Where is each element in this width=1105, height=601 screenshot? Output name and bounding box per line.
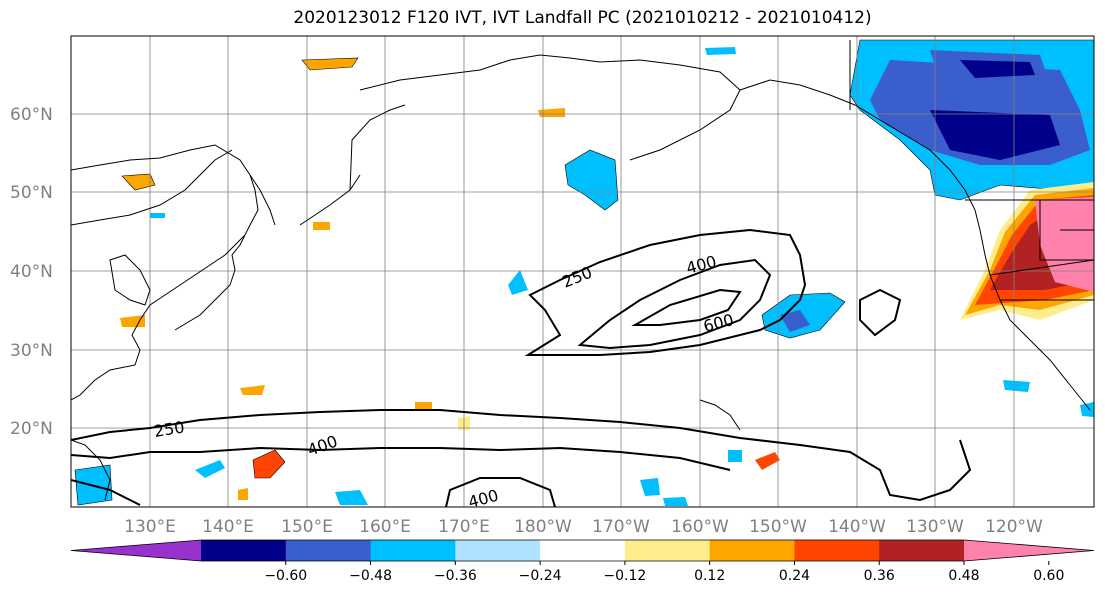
colorbar-segment	[285, 540, 372, 561]
colorbar-segment	[455, 540, 541, 561]
lon-label: 170°E	[438, 517, 490, 537]
lon-label: 130°W	[906, 517, 964, 537]
colorbar	[70, 539, 1095, 562]
colorbar-tick-label: −0.60	[264, 568, 307, 584]
map-panel: 250 400 600 250 400 400	[71, 36, 1094, 512]
lat-label: 30°N	[10, 341, 53, 361]
colorbar-tick-label: 0.12	[694, 568, 725, 584]
negative-pc-regions	[74, 39, 1094, 506]
colorbar-tick-label: −0.12	[603, 568, 646, 584]
lat-label: 20°N	[10, 419, 53, 439]
lon-label: 150°W	[749, 517, 807, 537]
colorbar-outline	[70, 539, 1095, 562]
lon-label: 120°W	[985, 517, 1043, 537]
longitude-labels: 130°E 140°E 150°E 160°E 170°E 180°W 170°…	[124, 517, 1043, 537]
colorbar-extend-high	[964, 540, 1094, 561]
colorbar-segment	[540, 540, 626, 561]
colorbar-tick-label: 0.36	[864, 568, 895, 584]
graticule	[71, 36, 1094, 507]
contour-label: 250	[153, 417, 186, 441]
colorbar-tick-label: 0.60	[1033, 568, 1064, 584]
ivt-contours	[71, 228, 972, 507]
colorbar-tick-label: −0.36	[434, 568, 477, 584]
colorbar-segment	[879, 540, 965, 561]
colorbar-ticks: −0.60 −0.48 −0.36 −0.24 −0.12 0.12 0.24 0.36 0.4…	[264, 561, 1064, 584]
colorbar-segment	[709, 540, 795, 561]
colorbar-segment	[794, 540, 880, 561]
lat-label: 40°N	[10, 262, 53, 282]
coastlines	[71, 40, 1094, 501]
lat-label: 60°N	[10, 105, 53, 125]
colorbar-segment	[624, 540, 711, 561]
colorbar-tick-label: −0.48	[349, 568, 392, 584]
lon-label: 150°E	[281, 517, 333, 537]
map-frame	[70, 35, 1095, 508]
colorbar-segment	[370, 540, 456, 561]
colorbar-tick-label: 0.24	[779, 568, 810, 584]
colorbar-tick-label: −0.24	[519, 568, 562, 584]
lat-label: 50°N	[10, 183, 53, 203]
colorbar-segment	[201, 540, 287, 561]
positive-pc-regions	[120, 57, 1094, 500]
contour-label: 400	[466, 486, 500, 512]
latitude-labels: 60°N 50°N 40°N 30°N 20°N	[10, 105, 53, 439]
map-title: 2020123012 F120 IVT, IVT Landfall PC (20…	[293, 8, 872, 28]
lon-label: 130°E	[124, 517, 176, 537]
colorbar-extend-low	[71, 540, 201, 561]
lon-label: 160°W	[671, 517, 729, 537]
lon-label: 160°E	[359, 517, 411, 537]
colorbar-tick-label: 0.48	[948, 568, 979, 584]
lon-label: 180°W	[514, 517, 572, 537]
lon-label: 170°W	[592, 517, 650, 537]
lon-label: 140°E	[202, 517, 254, 537]
lon-label: 140°W	[828, 517, 886, 537]
